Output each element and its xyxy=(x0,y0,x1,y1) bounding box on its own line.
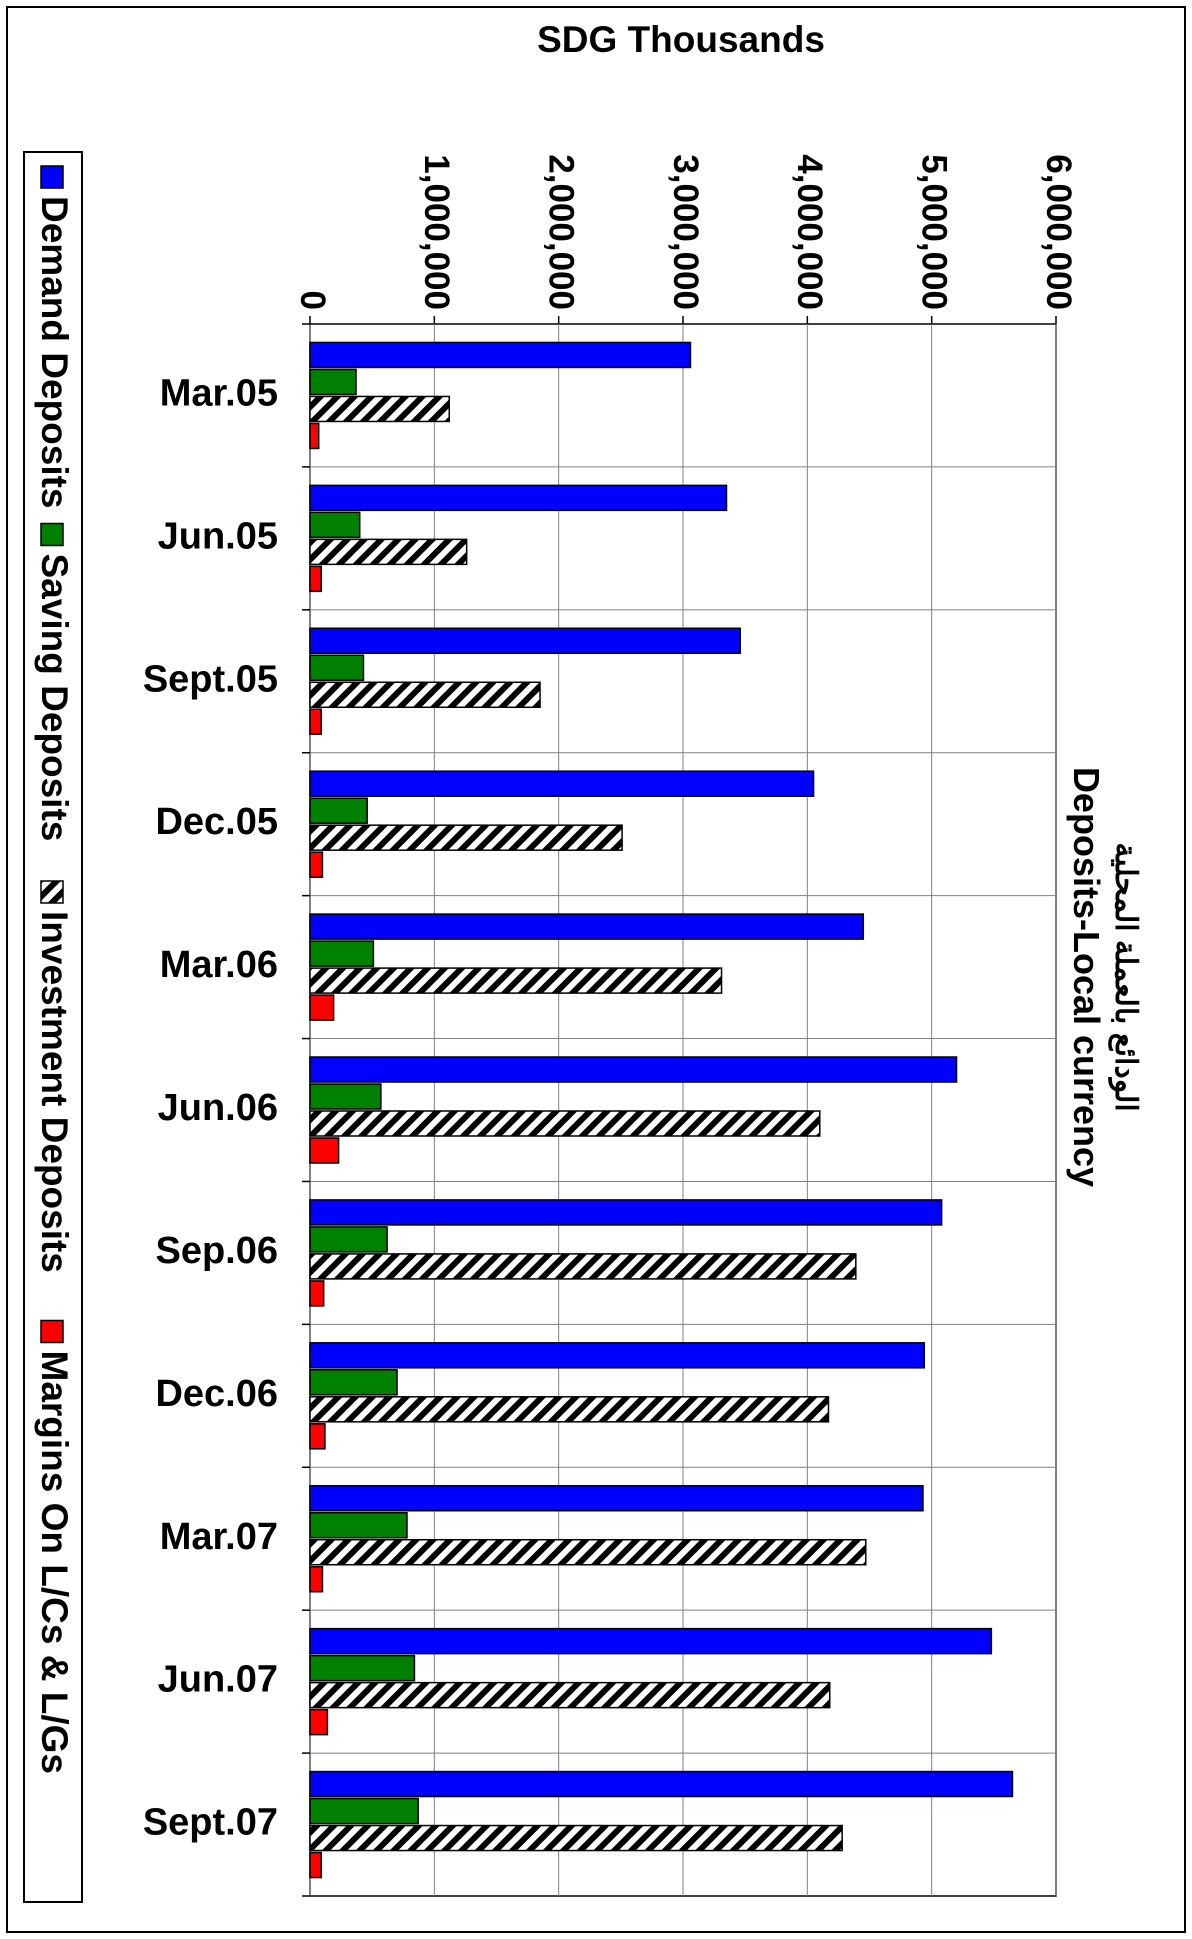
bar-saving-deposits xyxy=(309,940,375,967)
bar-saving-deposits xyxy=(309,511,361,539)
value-tick-label: 6,000,000 xyxy=(1039,154,1078,310)
category-tick-label: Mar.07 xyxy=(160,1516,278,1558)
legend-swatch xyxy=(40,880,64,904)
legend-swatch xyxy=(40,165,64,189)
bar-margins-on-l-cs-l-gs xyxy=(309,1851,322,1879)
bar-investment-deposits xyxy=(309,967,723,994)
category-tick-label: Jun.05 xyxy=(158,515,278,557)
category-axis-ticks: Mar.05 Jun.05 Sept.05 Dec.05 Mar.06 Jun.06 Sep… xyxy=(143,323,310,1897)
bars xyxy=(309,341,1014,1879)
category-tick-label: Mar.05 xyxy=(160,372,278,414)
chart-title-arabic: الودائع بالعملة المحلية xyxy=(1108,842,1142,1111)
legend-label: Saving Deposits xyxy=(34,554,75,842)
bar-investment-deposits xyxy=(309,538,468,566)
bar-investment-deposits xyxy=(309,1681,831,1709)
bar-margins-on-l-cs-l-gs xyxy=(309,1280,325,1307)
bar-saving-deposits xyxy=(309,1083,382,1110)
bar-investment-deposits xyxy=(309,824,623,851)
bar-margins-on-l-cs-l-gs xyxy=(309,1565,324,1593)
value-tick-label: 3,000,000 xyxy=(666,154,705,310)
bar-margins-on-l-cs-l-gs xyxy=(309,1137,340,1164)
bar-margins-on-l-cs-l-gs xyxy=(309,851,324,878)
bar-demand-deposits xyxy=(309,627,741,655)
bar-investment-deposits xyxy=(309,1538,867,1566)
plot-area xyxy=(309,323,1057,1897)
value-tick-label: 2,000,000 xyxy=(541,154,580,310)
bar-investment-deposits xyxy=(309,1253,857,1280)
bar-demand-deposits xyxy=(309,1056,958,1083)
bar-demand-deposits xyxy=(309,1770,1014,1798)
category-tick-label: Sept.05 xyxy=(143,658,278,700)
category-tick-label: Mar.06 xyxy=(160,944,278,986)
bar-demand-deposits xyxy=(309,1342,925,1369)
legend: Demand Deposits Saving Deposits Investment… xyxy=(23,151,83,1903)
chart-title: Deposits-Local currency xyxy=(1066,767,1107,1187)
bar-investment-deposits xyxy=(309,1396,830,1423)
legend-box xyxy=(23,151,83,1903)
value-axis-title: SDG Thousands xyxy=(537,19,825,60)
legend-swatch xyxy=(40,522,64,547)
category-tick-label: Jun.06 xyxy=(158,1087,278,1129)
bar-saving-deposits xyxy=(309,1369,398,1396)
bar-margins-on-l-cs-l-gs xyxy=(309,994,335,1021)
category-tick-label: Sep.06 xyxy=(155,1230,278,1272)
bar-margins-on-l-cs-l-gs xyxy=(309,1423,326,1450)
bar-saving-deposits xyxy=(309,654,365,682)
value-tick-label: 5,000,000 xyxy=(914,154,953,310)
bar-demand-deposits xyxy=(309,1627,993,1655)
category-tick-label: Dec.05 xyxy=(155,801,278,843)
bar-saving-deposits xyxy=(309,1654,416,1682)
bar-margins-on-l-cs-l-gs xyxy=(309,708,322,736)
value-tick-label: 4,000,000 xyxy=(790,154,829,310)
legend-items: Demand Deposits Saving Deposits Investment… xyxy=(34,165,75,1775)
bar-investment-deposits xyxy=(309,395,451,423)
bar-saving-deposits xyxy=(309,1797,419,1825)
bar-margins-on-l-cs-l-gs xyxy=(309,565,322,593)
bar-demand-deposits xyxy=(309,341,692,369)
value-axis-ticks: 0 1,000,000 2,000,000 3,000,000 4,000,000 5,0… xyxy=(293,154,1078,324)
bar-saving-deposits xyxy=(309,368,357,396)
bar-demand-deposits xyxy=(309,770,815,797)
bar-demand-deposits xyxy=(309,484,728,512)
bar-margins-on-l-cs-l-gs xyxy=(309,1708,329,1736)
bar-saving-deposits xyxy=(309,1511,408,1539)
bar-demand-deposits xyxy=(309,1199,943,1226)
legend-swatch xyxy=(40,1319,64,1344)
bar-investment-deposits xyxy=(309,1110,821,1137)
category-tick-label: Jun.07 xyxy=(158,1659,278,1701)
bar-investment-deposits xyxy=(309,1824,843,1852)
value-tick-label: 1,000,000 xyxy=(417,154,456,310)
bar-demand-deposits xyxy=(309,1484,924,1512)
bar-saving-deposits xyxy=(309,797,368,824)
value-tick-label: 0 xyxy=(293,291,332,310)
legend-label: Demand Deposits xyxy=(34,196,75,509)
category-tick-label: Dec.06 xyxy=(155,1373,278,1415)
legend-label: Margins On L/Cs & L/Gs xyxy=(34,1351,75,1775)
bar-saving-deposits xyxy=(309,1226,388,1253)
bar-investment-deposits xyxy=(309,681,541,709)
bar-margins-on-l-cs-l-gs xyxy=(309,422,320,450)
legend-label: Investment Deposits xyxy=(34,911,75,1273)
bar-demand-deposits xyxy=(309,913,865,940)
category-tick-label: Sept.07 xyxy=(143,1802,278,1844)
